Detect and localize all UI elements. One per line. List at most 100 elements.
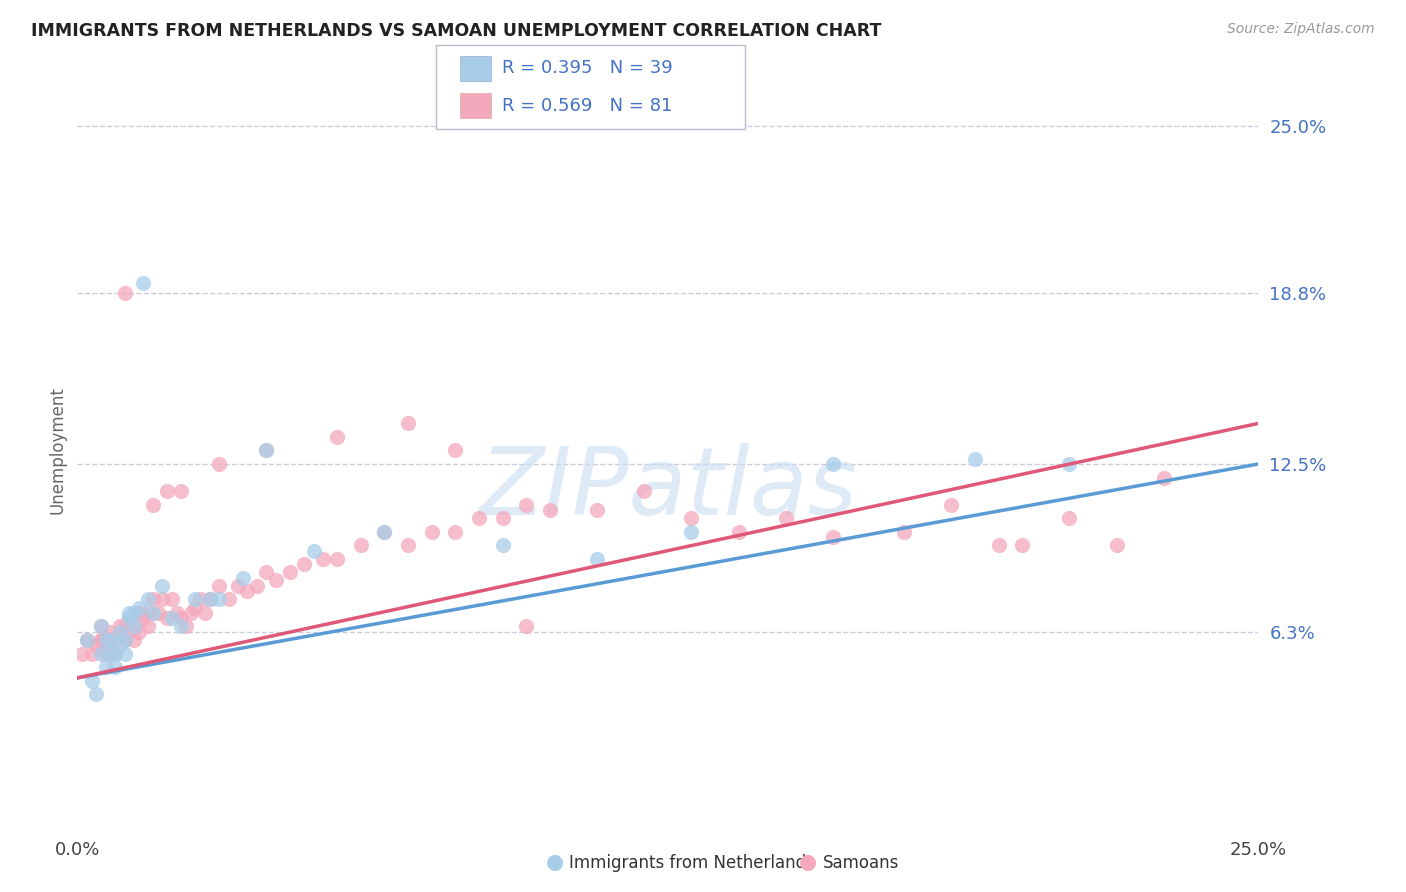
Point	[292, 557, 315, 572]
Point	[100, 624, 122, 639]
Point	[1011, 538, 1033, 552]
Point	[254, 566, 277, 580]
Point	[444, 524, 467, 539]
Point	[538, 503, 561, 517]
Point	[194, 606, 217, 620]
Point	[104, 633, 127, 648]
Point	[468, 511, 491, 525]
Point	[128, 600, 150, 615]
Point	[246, 579, 269, 593]
Point	[132, 611, 155, 625]
Point	[775, 511, 797, 525]
Point	[823, 457, 845, 471]
Point	[312, 551, 335, 566]
Point	[70, 647, 93, 661]
Point	[122, 606, 145, 620]
Text: R = 0.569   N = 81: R = 0.569 N = 81	[502, 97, 672, 115]
Point	[142, 498, 165, 512]
Point	[893, 524, 915, 539]
Point	[254, 443, 277, 458]
Point	[94, 633, 117, 648]
Point	[114, 633, 136, 648]
Point	[128, 624, 150, 639]
Point	[174, 619, 197, 633]
Point	[142, 592, 165, 607]
Point	[180, 606, 202, 620]
Point	[188, 592, 211, 607]
Text: Source: ZipAtlas.com: Source: ZipAtlas.com	[1227, 22, 1375, 37]
Point	[104, 647, 127, 661]
Point	[76, 633, 98, 648]
Point	[76, 633, 98, 648]
Point	[100, 647, 122, 661]
Point	[122, 633, 145, 648]
Point	[114, 619, 136, 633]
Point	[236, 584, 259, 599]
Point	[146, 606, 169, 620]
Point	[350, 538, 373, 552]
Point	[208, 579, 231, 593]
Point	[396, 538, 419, 552]
Point	[218, 592, 240, 607]
Point	[108, 624, 131, 639]
Point	[254, 443, 277, 458]
Text: Samoans: Samoans	[823, 855, 898, 872]
Point	[118, 611, 141, 625]
Point	[1105, 538, 1128, 552]
Point	[232, 571, 254, 585]
Point	[136, 619, 159, 633]
Point	[963, 451, 986, 466]
Point	[114, 647, 136, 661]
Point	[491, 511, 513, 525]
Point	[150, 579, 173, 593]
Point	[90, 619, 112, 633]
Point	[100, 639, 122, 653]
Point	[633, 484, 655, 499]
Point	[515, 619, 537, 633]
Point	[90, 619, 112, 633]
Point	[104, 660, 127, 674]
Point	[326, 551, 349, 566]
Point	[373, 524, 395, 539]
Point	[586, 551, 609, 566]
Point	[586, 503, 609, 517]
Point	[94, 633, 117, 648]
Point	[184, 592, 207, 607]
Point	[420, 524, 443, 539]
Point	[150, 592, 173, 607]
Point	[160, 611, 183, 625]
Point	[278, 566, 301, 580]
Point	[90, 633, 112, 648]
Point	[114, 286, 136, 301]
Text: ●: ●	[800, 853, 817, 872]
Point	[681, 524, 703, 539]
Point	[198, 592, 221, 607]
Point	[142, 606, 165, 620]
Point	[1153, 470, 1175, 484]
Point	[396, 417, 419, 431]
Text: ●: ●	[547, 853, 564, 872]
Point	[184, 600, 207, 615]
Point	[90, 647, 112, 661]
Point	[208, 457, 231, 471]
Point	[326, 430, 349, 444]
Point	[94, 647, 117, 661]
Point	[302, 543, 325, 558]
Point	[108, 619, 131, 633]
Point	[84, 687, 107, 701]
Text: R = 0.395   N = 39: R = 0.395 N = 39	[502, 59, 672, 77]
Point	[118, 606, 141, 620]
Point	[170, 619, 193, 633]
Point	[136, 592, 159, 607]
Point	[373, 524, 395, 539]
Point	[1059, 511, 1081, 525]
Point	[170, 611, 193, 625]
Point	[100, 633, 122, 648]
Text: ZIPatlas: ZIPatlas	[479, 442, 856, 534]
Point	[491, 538, 513, 552]
Point	[444, 443, 467, 458]
Point	[166, 606, 188, 620]
Point	[80, 647, 103, 661]
Point	[118, 611, 141, 625]
Point	[226, 579, 249, 593]
